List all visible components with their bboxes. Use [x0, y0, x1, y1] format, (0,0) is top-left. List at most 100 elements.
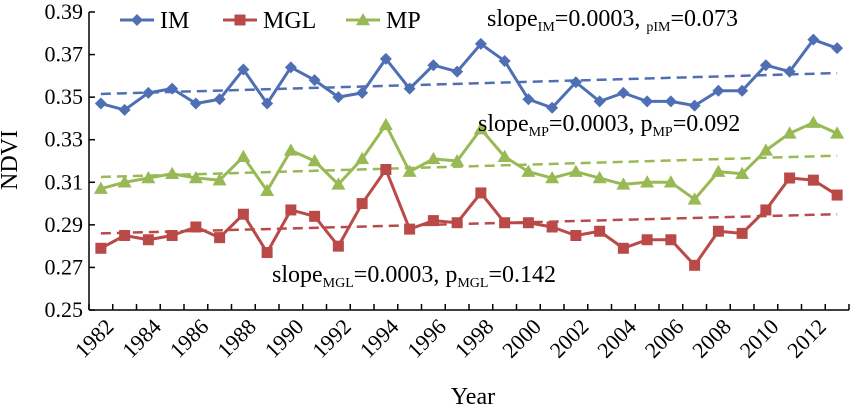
trend-lines: [100, 71, 838, 235]
data-point-mp: [521, 164, 536, 177]
x-tick-label: 2004: [592, 314, 641, 363]
legend-marker-im: [131, 14, 143, 26]
data-point-mgl: [214, 232, 226, 244]
data-point-im: [759, 59, 772, 72]
data-point-im: [189, 97, 202, 110]
data-point-mp: [782, 126, 797, 139]
x-tick-label: 1990: [260, 314, 309, 363]
x-tick-label: 2008: [687, 314, 736, 363]
x-axis-ticks: 1982198419861988199019921994199619982000…: [70, 304, 850, 363]
data-point-im: [403, 82, 416, 95]
data-point-mp: [260, 183, 275, 197]
data-point-mgl: [736, 227, 748, 239]
data-point-mgl: [451, 217, 463, 229]
data-point-mp: [355, 151, 370, 165]
data-point-mgl: [546, 221, 558, 233]
data-point-im: [617, 86, 630, 99]
legend-marker-mp: [356, 13, 370, 26]
legend-label-mgl: MGL: [263, 8, 316, 34]
data-point-mgl: [166, 230, 178, 241]
data-point-mgl: [831, 189, 843, 201]
data-point-mp: [141, 171, 156, 184]
data-point-mp: [568, 164, 583, 177]
data-point-mp: [592, 171, 607, 184]
data-point-im: [593, 95, 606, 108]
annot-mp-sub2: MP: [652, 125, 672, 140]
data-point-im: [118, 103, 131, 116]
x-tick-label: 1988: [212, 314, 261, 363]
y-tick-label: 0.27: [45, 254, 84, 279]
data-point-mgl: [190, 221, 202, 233]
data-point-mgl: [427, 215, 439, 227]
x-tick-label: 1994: [355, 314, 404, 363]
data-point-mgl: [309, 210, 321, 222]
data-point-mgl: [332, 240, 344, 252]
legend-item-im: IM: [120, 8, 189, 34]
data-point-im: [284, 61, 297, 74]
data-point-im: [356, 86, 369, 99]
data-point-im: [213, 93, 226, 106]
data-point-mp: [307, 154, 322, 167]
data-point-mgl: [641, 234, 653, 246]
y-tick-label: 0.31: [45, 169, 84, 194]
legend-item-mp: MP: [346, 8, 421, 34]
annot-mp-mid: =0.0003, p: [549, 111, 653, 137]
x-tick-label: 1992: [307, 314, 356, 363]
series-line-im: [100, 38, 838, 112]
annot-mp-sub1: MP: [529, 125, 549, 140]
data-point-mgl: [261, 247, 273, 259]
data-point-im: [569, 76, 582, 89]
data-point-mgl: [237, 208, 249, 220]
annotation-mgl-slope: slopeMGL=0.0003, pMGL=0.142: [272, 262, 556, 291]
data-point-mgl: [689, 259, 701, 271]
y-tick-label: 0.37: [45, 42, 84, 67]
data-point-mgl: [119, 230, 131, 241]
data-point-mp: [331, 177, 346, 190]
series-im: [94, 33, 844, 116]
annot-mgl-sub1: MGL: [323, 276, 354, 291]
data-point-mp: [402, 164, 417, 177]
data-point-mgl: [807, 174, 819, 186]
data-point-im: [783, 65, 796, 78]
annot-im-suffix: =0.073: [670, 6, 738, 32]
data-point-im: [261, 97, 274, 110]
legend: IM MGL MP: [120, 8, 421, 34]
annot-mp-suffix: =0.092: [673, 111, 741, 137]
y-tick-label: 0.25: [45, 297, 84, 322]
legend-marker-mgl: [234, 14, 246, 26]
data-point-im: [474, 37, 487, 50]
data-point-mgl: [570, 230, 582, 241]
data-point-mgl: [404, 223, 416, 235]
y-tick-label: 0.35: [45, 84, 84, 109]
data-point-mgl: [285, 204, 297, 216]
data-point-mgl: [499, 217, 511, 229]
data-point-im: [498, 54, 511, 67]
data-point-mgl: [522, 217, 534, 229]
legend-label-im: IM: [160, 8, 189, 34]
data-point-mp: [640, 175, 655, 188]
annot-mgl-prefix: slope: [272, 262, 323, 288]
data-point-im: [688, 99, 701, 112]
data-point-mgl: [712, 225, 724, 237]
legend-item-mgl: MGL: [223, 8, 316, 34]
annot-im-sub2: pIM: [646, 20, 671, 35]
data-point-mp: [806, 115, 821, 128]
data-point-mp: [497, 149, 512, 162]
data-point-mgl: [617, 242, 629, 254]
annot-mgl-sub2: MGL: [457, 276, 488, 291]
x-tick-label: 1996: [402, 314, 451, 363]
data-point-mp: [545, 171, 560, 184]
data-point-im: [142, 86, 155, 99]
y-axis-ticks: 0.25 0.27 0.29 0.31 0.33 0.35 0.37 0.39: [45, 0, 95, 322]
data-point-mp: [378, 117, 393, 131]
data-point-im: [736, 84, 749, 97]
data-point-mgl: [142, 234, 154, 246]
data-point-im: [332, 91, 345, 104]
legend-label-mp: MP: [386, 8, 421, 34]
annot-mgl-mid: =0.0003, p: [354, 262, 458, 288]
data-point-mp: [188, 171, 203, 184]
data-point-mgl: [95, 242, 107, 254]
x-axis-title: Year: [451, 384, 495, 408]
annotation-mp-slope: slopeMP=0.0003, pMP=0.092: [478, 111, 740, 140]
